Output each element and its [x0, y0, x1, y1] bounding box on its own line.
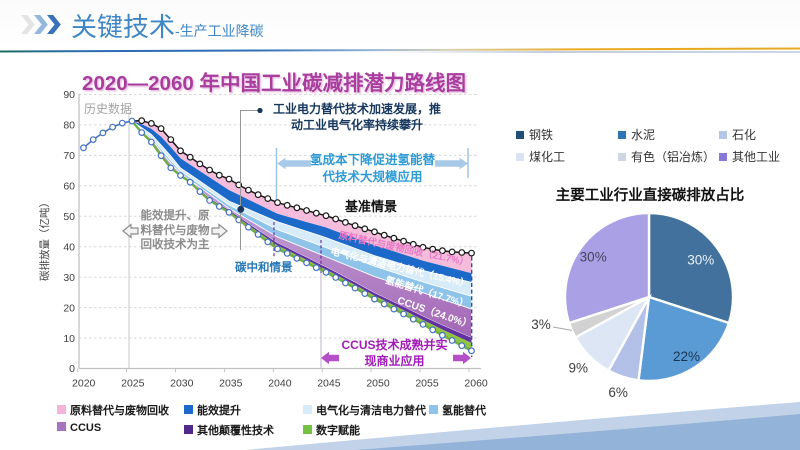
svg-text:6%: 6%: [608, 385, 628, 400]
svg-text:碳排放量（亿吨）: 碳排放量（亿吨）: [38, 197, 51, 281]
svg-text:2020: 2020: [72, 378, 96, 390]
svg-text:2045: 2045: [317, 378, 341, 390]
svg-text:2035: 2035: [219, 378, 243, 390]
svg-text:70: 70: [63, 150, 75, 162]
svg-text:60: 60: [63, 181, 75, 193]
svg-text:2055: 2055: [415, 378, 439, 390]
svg-text:2050: 2050: [366, 378, 390, 390]
svg-text:2060: 2060: [464, 378, 488, 390]
svg-text:30%: 30%: [687, 252, 714, 267]
svg-text:30: 30: [63, 272, 75, 284]
svg-text:10: 10: [63, 333, 75, 345]
svg-text:3%: 3%: [531, 317, 551, 332]
svg-text:80: 80: [63, 120, 75, 132]
svg-text:0: 0: [69, 363, 75, 375]
svg-text:50: 50: [63, 211, 75, 223]
svg-text:9%: 9%: [569, 361, 589, 376]
svg-text:20: 20: [63, 302, 75, 314]
svg-text:22%: 22%: [673, 349, 700, 364]
svg-text:2040: 2040: [268, 378, 292, 390]
svg-text:30%: 30%: [580, 249, 607, 264]
svg-text:90: 90: [63, 89, 75, 101]
svg-text:2025: 2025: [121, 378, 145, 390]
svg-text:40: 40: [63, 241, 75, 253]
svg-text:2030: 2030: [170, 378, 194, 390]
